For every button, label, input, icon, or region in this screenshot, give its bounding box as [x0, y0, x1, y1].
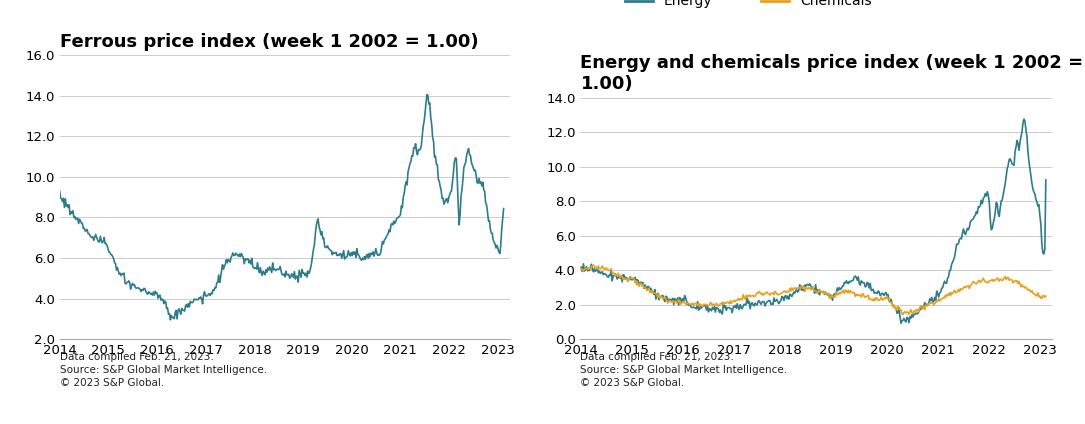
Chemicals [597, 265, 610, 270]
Text: Data compiled Feb. 21, 2023.
Source: S&P Global Market Intelligence.
© 2023 S&P : Data compiled Feb. 21, 2023. Source: S&P… [60, 352, 267, 388]
Chemicals [752, 291, 765, 296]
Chemicals [587, 262, 600, 268]
Line: Energy: Energy [580, 119, 1046, 323]
Energy [667, 302, 680, 307]
Chemicals [642, 286, 655, 291]
Chemicals [668, 299, 681, 304]
Energy [641, 284, 654, 289]
Energy [574, 265, 587, 270]
Energy [1039, 177, 1052, 182]
Line: Chemicals: Chemicals [580, 265, 1046, 315]
Energy [837, 283, 850, 288]
Chemicals [574, 265, 587, 271]
Chemicals [838, 291, 851, 296]
Chemicals [896, 312, 909, 317]
Chemicals [945, 290, 958, 295]
Text: Ferrous price index (week 1 2002 = 1.00): Ferrous price index (week 1 2002 = 1.00) [60, 33, 478, 51]
Text: Energy and chemicals price index (week 1 2002 =
1.00): Energy and chemicals price index (week 1… [580, 54, 1084, 93]
Energy [894, 321, 907, 326]
Text: Data compiled Feb. 21, 2023.
Source: S&P Global Market Intelligence.
© 2023 S&P : Data compiled Feb. 21, 2023. Source: S&P… [580, 352, 788, 388]
Energy [1018, 117, 1031, 122]
Energy [944, 268, 957, 273]
Chemicals [1039, 293, 1052, 298]
Energy [751, 302, 764, 307]
Legend: Energy, Chemicals: Energy, Chemicals [625, 0, 872, 8]
Energy [596, 269, 609, 274]
